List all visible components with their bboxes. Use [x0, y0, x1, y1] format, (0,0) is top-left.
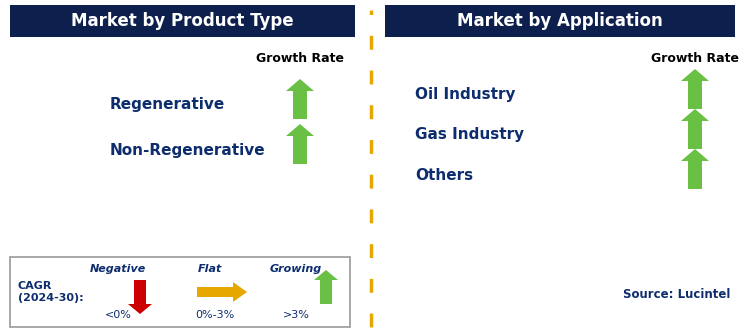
Polygon shape	[681, 109, 709, 149]
Polygon shape	[128, 280, 152, 314]
FancyBboxPatch shape	[385, 5, 735, 37]
Text: Market by Product Type: Market by Product Type	[71, 12, 294, 30]
Text: <0%: <0%	[105, 310, 131, 320]
Text: Flat: Flat	[198, 264, 222, 274]
Text: >3%: >3%	[283, 310, 309, 320]
Polygon shape	[314, 270, 338, 304]
Text: Market by Application: Market by Application	[457, 12, 663, 30]
Text: Growth Rate: Growth Rate	[651, 52, 739, 65]
Text: Non-Regenerative: Non-Regenerative	[110, 142, 266, 157]
Text: Regenerative: Regenerative	[110, 97, 226, 113]
Text: CAGR
(2024-30):: CAGR (2024-30):	[18, 281, 84, 303]
Text: 0%-3%: 0%-3%	[195, 310, 234, 320]
Text: Growing: Growing	[270, 264, 322, 274]
Text: Negative: Negative	[90, 264, 146, 274]
Polygon shape	[197, 282, 247, 302]
FancyBboxPatch shape	[10, 257, 350, 327]
Polygon shape	[286, 79, 314, 119]
Text: Oil Industry: Oil Industry	[415, 87, 516, 103]
Text: Source: Lucintel: Source: Lucintel	[623, 288, 730, 302]
Polygon shape	[286, 124, 314, 164]
Text: Growth Rate: Growth Rate	[256, 52, 344, 65]
Polygon shape	[681, 69, 709, 109]
Polygon shape	[681, 149, 709, 189]
FancyBboxPatch shape	[10, 5, 355, 37]
Text: Others: Others	[415, 168, 473, 183]
Text: Gas Industry: Gas Industry	[415, 128, 524, 142]
